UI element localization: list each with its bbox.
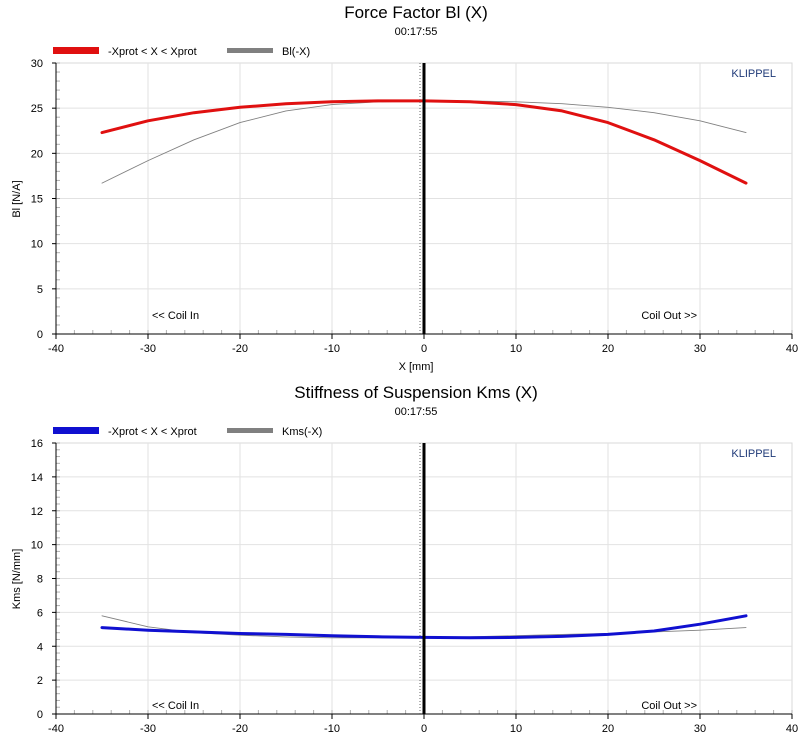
y-axis-label: Kms [N/mm] (11, 549, 23, 610)
x-tick-label: -10 (324, 723, 340, 735)
y-tick-labels: 0 2 4 6 8 10 12 14 16 (31, 438, 56, 721)
chart-subtitle: 00:17:55 (395, 26, 438, 38)
x-axis-label: X [mm] (399, 361, 434, 373)
x-tick-label: 30 (694, 723, 706, 735)
legend-label-series-1: -Xprot < X < Xprot (108, 426, 197, 438)
chart-title: Force Factor Bl (X) (344, 3, 488, 22)
legend-label-series-1: -Xprot < X < Xprot (108, 46, 197, 58)
annotation-coil-in: << Coil In (152, 310, 199, 322)
legend: -Xprot < X < Xprot Bl(-X) (53, 46, 310, 58)
y-tick-label: 14 (31, 472, 43, 484)
x-tick-label: -40 (48, 343, 64, 355)
legend-swatch-series-1 (53, 427, 99, 434)
y-tick-label: 0 (37, 709, 43, 721)
x-tick-label: 40 (786, 723, 798, 735)
y-tick-label: 5 (37, 284, 43, 296)
y-tick-label: 4 (37, 641, 43, 653)
y-tick-labels: 0 5 10 15 20 25 30 (31, 58, 56, 341)
x-tick-label: -20 (232, 723, 248, 735)
x-tick-label: 20 (602, 343, 614, 355)
legend-label-series-2: Bl(-X) (282, 46, 310, 58)
chart-subtitle: 00:17:55 (395, 406, 438, 418)
y-tick-label: 0 (37, 329, 43, 341)
y-tick-label: 12 (31, 506, 43, 518)
y-tick-label: 10 (31, 540, 43, 552)
annotation-coil-out: Coil Out >> (641, 700, 697, 712)
annotation-coil-out: Coil Out >> (641, 310, 697, 322)
legend-swatch-series-2 (227, 48, 273, 53)
cursor-group (419, 443, 426, 714)
legend-swatch-series-2 (227, 428, 273, 433)
x-tick-label: -10 (324, 343, 340, 355)
annotation-coil-in: << Coil In (152, 700, 199, 712)
y-axis-label: Bl [N/A] (11, 180, 23, 217)
x-tick-label: -30 (140, 723, 156, 735)
y-tick-label: 25 (31, 103, 43, 115)
y-tick-label: 20 (31, 148, 43, 160)
x-tick-label: 0 (421, 343, 427, 355)
x-tick-label: 0 (421, 723, 427, 735)
y-tick-label: 16 (31, 438, 43, 450)
y-tick-label: 30 (31, 58, 43, 70)
x-tick-labels: -40 -30 -20 -10 0 10 20 30 40 (48, 714, 798, 735)
kms-chart: Stiffness of Suspension Kms (X) 00:17:55… (11, 383, 798, 735)
legend: -Xprot < X < Xprot Kms(-X) (53, 426, 322, 438)
x-tick-labels: -40 -30 -20 -10 0 10 20 30 40 (48, 334, 798, 355)
legend-swatch-series-1 (53, 47, 99, 54)
brand-label: KLIPPEL (731, 448, 776, 460)
x-tick-label: -30 (140, 343, 156, 355)
x-tick-label: -40 (48, 723, 64, 735)
y-tick-label: 6 (37, 607, 43, 619)
cursor-group (419, 63, 426, 334)
x-tick-label: 40 (786, 343, 798, 355)
x-tick-label: 10 (510, 343, 522, 355)
x-tick-label: -20 (232, 343, 248, 355)
x-tick-label: 20 (602, 723, 614, 735)
legend-label-series-2: Kms(-X) (282, 426, 322, 438)
y-tick-label: 15 (31, 194, 43, 206)
y-tick-label: 8 (37, 574, 43, 586)
chart-title: Stiffness of Suspension Kms (X) (294, 383, 537, 402)
y-tick-label: 2 (37, 675, 43, 687)
bl-chart: Force Factor Bl (X) 00:17:55 -Xprot < X … (11, 3, 798, 373)
x-tick-label: 10 (510, 723, 522, 735)
x-tick-label: 30 (694, 343, 706, 355)
brand-label: KLIPPEL (731, 68, 776, 80)
y-tick-label: 10 (31, 239, 43, 251)
